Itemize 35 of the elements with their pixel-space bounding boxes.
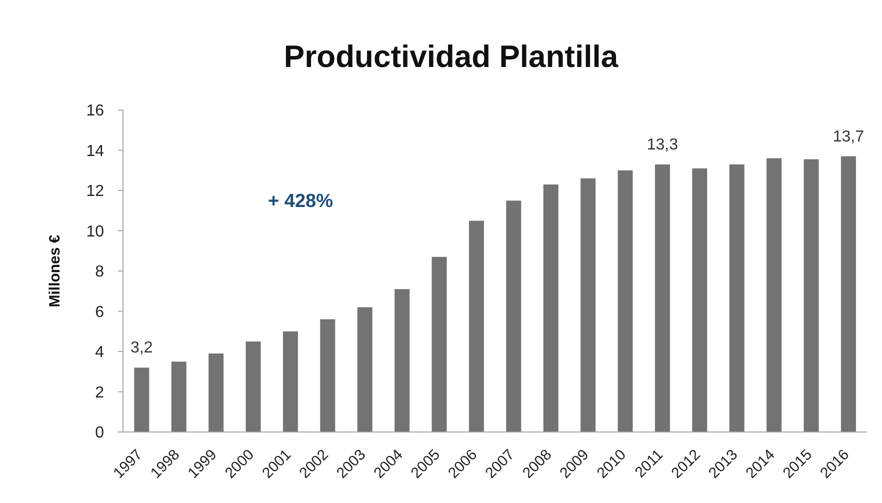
y-tick-label: 16 [86, 102, 104, 120]
data-label: 13,3 [646, 136, 678, 154]
y-axis-title: Millones € [46, 234, 64, 308]
chart-title: Productividad Plantilla [282, 38, 620, 76]
y-tick-label: 10 [86, 223, 104, 240]
bar [134, 368, 150, 432]
bar [468, 220, 484, 432]
bar [543, 184, 558, 432]
data-label: 13,7 [832, 128, 864, 146]
bar [171, 362, 186, 432]
bar [506, 200, 522, 432]
y-tick-label: 0 [95, 424, 104, 442]
annotation: + 428% [268, 190, 333, 214]
y-tick-label: 8 [95, 264, 104, 281]
bar [654, 164, 670, 432]
y-tick-label: 4 [95, 344, 104, 362]
bar [729, 164, 744, 432]
bar [692, 168, 708, 432]
bar [766, 158, 782, 432]
data-label: 3,2 [130, 340, 153, 357]
bar [320, 319, 336, 432]
bar [208, 354, 224, 432]
bar [840, 156, 856, 432]
bar [804, 159, 819, 432]
y-tick-label: 12 [86, 183, 104, 200]
bar [432, 256, 447, 432]
bar [357, 307, 372, 432]
bar [394, 289, 410, 432]
bar [580, 178, 596, 432]
y-tick-label: 14 [86, 142, 104, 160]
bar [618, 170, 633, 432]
y-tick-label: 2 [95, 384, 104, 402]
bar [246, 341, 261, 432]
bar [282, 331, 298, 432]
y-tick-label: 6 [95, 304, 104, 321]
